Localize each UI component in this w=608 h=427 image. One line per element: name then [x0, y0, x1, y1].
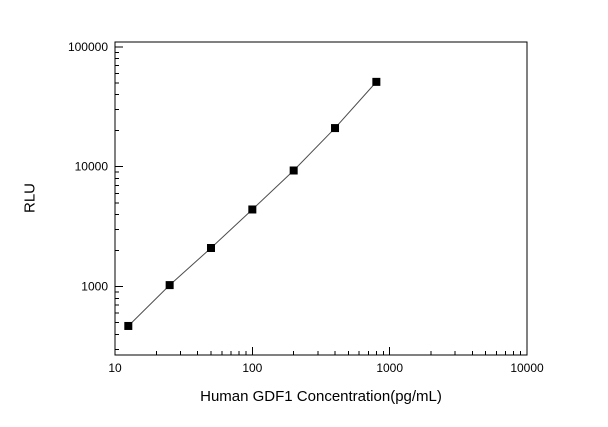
- y-tick-label: 1000: [81, 280, 108, 294]
- data-point-marker: [331, 124, 340, 133]
- x-tick-label: 10: [108, 361, 122, 375]
- x-tick-label: 1000: [376, 361, 403, 375]
- data-point-marker: [206, 244, 215, 253]
- data-point-marker: [372, 77, 381, 86]
- x-tick-label: 10000: [510, 361, 544, 375]
- series-line: [127, 81, 377, 327]
- data-point-marker: [124, 321, 133, 330]
- x-tick-label: 100: [242, 361, 262, 375]
- data-point-marker: [289, 166, 298, 175]
- y-tick-label: 100000: [68, 40, 108, 54]
- y-tick-label: 10000: [75, 160, 109, 174]
- plot-border: [114, 41, 528, 356]
- data-point-marker: [248, 205, 257, 214]
- x-axis-title: Human GDF1 Concentration(pg/mL): [200, 388, 442, 405]
- y-axis-title: RLU: [21, 182, 39, 214]
- data-point-marker: [165, 281, 174, 290]
